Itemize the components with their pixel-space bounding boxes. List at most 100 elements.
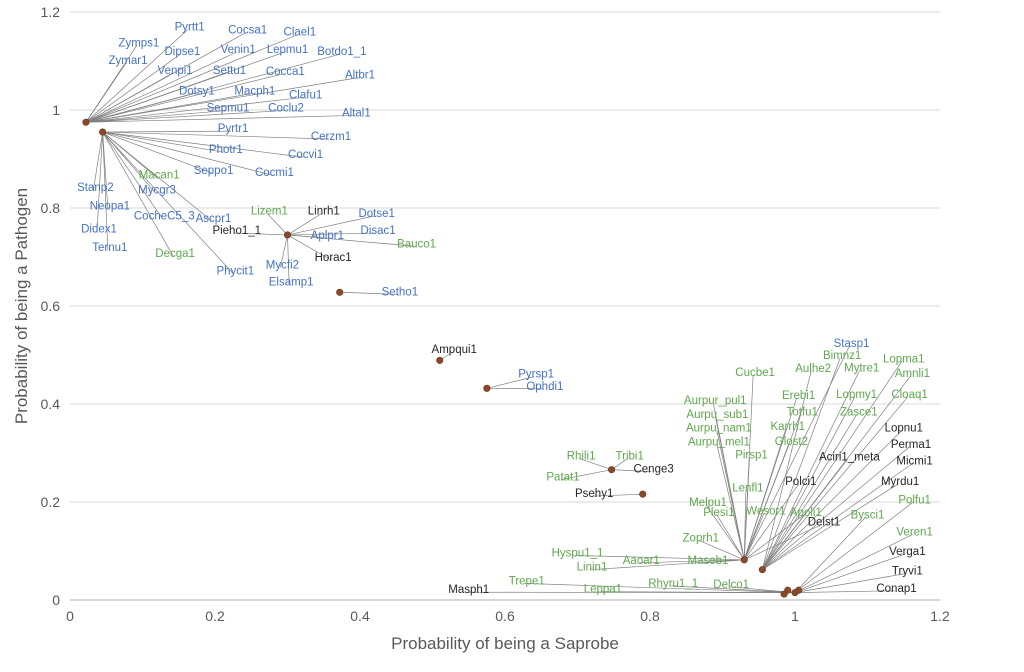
point-label: Masph1 — [448, 584, 489, 596]
point-label: Altal1 — [342, 107, 371, 119]
point-label: Polfu1 — [898, 495, 931, 507]
point-label: Macph1 — [234, 85, 275, 97]
point-label: Glost2 — [775, 436, 808, 448]
point-label: Pieho1_1 — [212, 225, 261, 237]
data-point — [640, 491, 646, 497]
point-label: Mycgr3 — [138, 184, 176, 196]
point-label: Decga1 — [155, 248, 195, 260]
point-label: Setho1 — [382, 286, 418, 298]
point-label: Maseb1 — [688, 555, 729, 567]
point-label: Phycit1 — [216, 266, 254, 278]
scatter-chart: Pyrtt1Cocsa1Clael1Zymps1Dipse1Venin1Lepm… — [0, 0, 1024, 672]
point-label: Bimnz1 — [823, 350, 861, 362]
data-point — [741, 557, 747, 563]
point-label: Lizem1 — [251, 205, 288, 217]
point-label: Ampqui1 — [432, 344, 477, 356]
point-label: Tribi1 — [616, 450, 644, 462]
point-label: Aurpu_sub1 — [686, 409, 748, 421]
point-label: Amnli1 — [895, 368, 930, 380]
x-tick-label: 0.4 — [350, 608, 369, 624]
point-label: Clafu1 — [289, 89, 322, 101]
y-tick-label: 1 — [52, 102, 60, 118]
point-label: Lepmu1 — [267, 44, 309, 56]
point-label: Polci1 — [785, 476, 816, 488]
data-point — [284, 232, 290, 238]
point-label: Bysci1 — [851, 509, 885, 521]
point-label: Didex1 — [81, 224, 117, 236]
y-tick-label: 0.4 — [41, 396, 60, 412]
point-label: Aurpu_mel1 — [688, 437, 750, 449]
data-point — [83, 119, 89, 125]
point-label: Karrh1 — [770, 421, 805, 433]
leader-line — [86, 111, 284, 123]
leader-line — [103, 131, 232, 132]
point-label: Disac1 — [361, 225, 396, 237]
x-tick-label: 1.2 — [930, 608, 949, 624]
point-label: Macan1 — [139, 170, 180, 182]
point-label: Delco1 — [713, 579, 749, 591]
point-label: Cocmi1 — [255, 167, 294, 179]
x-axis-title: Probability of being a Saprobe — [391, 634, 619, 654]
point-label: Linrh1 — [308, 205, 340, 217]
data-point — [437, 357, 443, 363]
point-label: Aplpr1 — [311, 230, 344, 242]
x-tick-label: 0.6 — [495, 608, 514, 624]
point-label: Zymar1 — [109, 55, 148, 67]
point-label: Lenfl1 — [732, 482, 763, 494]
point-label: Venpi1 — [158, 65, 193, 77]
point-label: Psehy1 — [575, 488, 613, 500]
point-label: CocheC5_3 — [134, 210, 195, 222]
data-point — [608, 466, 614, 472]
point-label: Aurpur_pul1 — [684, 395, 747, 407]
point-label: Stasp1 — [834, 338, 870, 350]
point-label: Coclu2 — [268, 103, 304, 115]
point-label: Bauco1 — [397, 238, 436, 250]
point-label: Myrdu1 — [881, 476, 919, 488]
point-label: Erebi1 — [782, 390, 815, 402]
chart-overlay: Pyrtt1Cocsa1Clael1Zymps1Dipse1Venin1Lepm… — [0, 0, 1024, 672]
point-label: Elsamp1 — [269, 277, 314, 289]
point-label: Cocsa1 — [228, 25, 267, 37]
y-axis-title: Probability of being a Pathogen — [12, 188, 32, 424]
point-label: Photr1 — [209, 144, 243, 156]
y-tick-label: 0.2 — [41, 494, 60, 510]
point-label: Altbr1 — [345, 70, 375, 82]
x-tick-label: 1 — [791, 608, 799, 624]
point-label: Rhyru1_1 — [648, 578, 698, 590]
point-label: Mycfi2 — [266, 259, 299, 271]
point-label: Clael1 — [284, 27, 317, 39]
point-label: Patat1 — [546, 472, 579, 484]
data-point — [795, 587, 801, 593]
point-label: Ternu1 — [92, 242, 127, 254]
y-tick-label: 1.2 — [41, 4, 60, 20]
leader-line — [744, 484, 799, 560]
point-label: Aaoar1 — [623, 555, 660, 567]
point-label: Cloaq1 — [891, 389, 927, 401]
point-label: Aciri1_meta — [819, 451, 880, 463]
leader-line — [103, 132, 304, 157]
point-label: Veren1 — [896, 526, 932, 538]
point-label: Cocvi1 — [288, 149, 323, 161]
point-label: Seppo1 — [194, 165, 234, 177]
point-label: Sepmu1 — [207, 103, 250, 115]
point-label: Pyrsp1 — [518, 369, 554, 381]
data-point — [781, 591, 787, 597]
point-label: Cocca1 — [266, 66, 305, 78]
data-point — [337, 289, 343, 295]
point-label: Settu1 — [213, 65, 246, 77]
point-label: Stanp2 — [77, 182, 113, 194]
point-label: Totfu1 — [787, 406, 818, 418]
x-tick-label: 0 — [66, 608, 74, 624]
data-point — [484, 385, 490, 391]
point-label: Pirsp1 — [735, 449, 768, 461]
point-label: Venin1 — [221, 44, 256, 56]
point-label: Leppa1 — [584, 584, 622, 596]
point-label: Cerzm1 — [311, 131, 351, 143]
point-label: Mytre1 — [844, 362, 879, 374]
x-tick-label: 0.8 — [640, 608, 659, 624]
point-label: Horac1 — [315, 252, 352, 264]
point-label: Conap1 — [876, 583, 916, 595]
point-label: Pyrtr1 — [218, 123, 249, 135]
point-label: Micmi1 — [896, 455, 932, 467]
point-label: Pyrtt1 — [175, 22, 205, 34]
